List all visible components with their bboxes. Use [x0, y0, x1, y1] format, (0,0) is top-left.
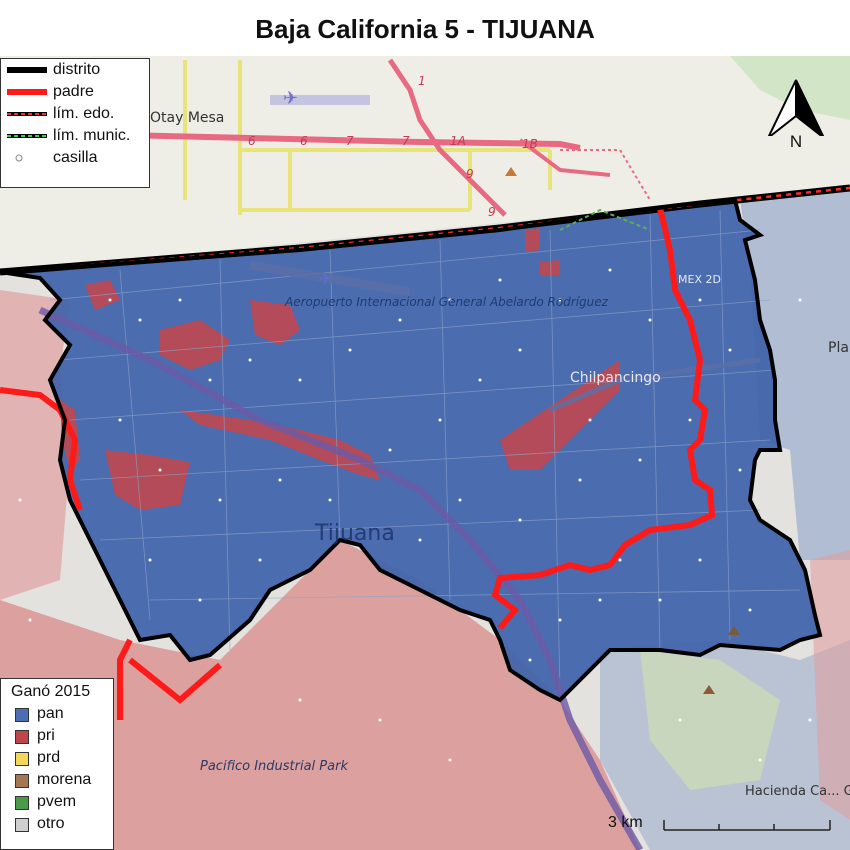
party-legend-title: Ganó 2015: [11, 683, 91, 700]
label-chilpancingo: Chilpancingo: [570, 370, 661, 386]
pri-section-chilpancingo: [500, 360, 620, 470]
pri-section-north-east-2: [540, 260, 560, 275]
label-pla: Pla: [828, 340, 849, 356]
legend-padre: padre: [1, 81, 149, 103]
scale-ruler-icon: [663, 820, 831, 831]
thick-black-line-icon: [7, 67, 47, 73]
pri-section-airport-center: [250, 300, 300, 345]
legend-lim-edo: lím. edo.: [1, 103, 149, 125]
peak-icon-north: [505, 167, 517, 176]
scale-label: 3 km: [608, 814, 643, 831]
north-arrow: N: [758, 76, 834, 160]
label-otay-mesa: Otay Mesa: [150, 110, 224, 126]
district-boundary: [0, 197, 823, 703]
section-boundaries: [49, 209, 801, 691]
map-title: Baja California 5 - TIJUANA: [255, 14, 595, 44]
label-route-9b: 9: [488, 205, 496, 219]
party-legend: Ganó 2015 pan pri prd morena pvem otro: [0, 678, 114, 850]
legend-pan: pan: [1, 703, 113, 725]
neighbor-pan-area-east: [740, 188, 850, 560]
airplane-icon: ✈: [283, 88, 298, 109]
parent-border-southwest: [117, 638, 222, 720]
parent-border-west: [0, 387, 83, 511]
brown-field-airport-runway: [270, 95, 370, 105]
label-route-1b: 1B: [522, 137, 538, 151]
pri-swatch: [15, 730, 29, 744]
legend-pri: pri: [1, 725, 113, 747]
red-black-dashed-line-icon: [7, 112, 47, 116]
pri-sections: [60, 228, 620, 510]
scale-bar: 3 km: [600, 808, 840, 838]
legend-casilla: casilla: [1, 147, 149, 169]
pri-section-boulevard: [180, 410, 380, 480]
line-legend: distrito padre lím. edo. lím. munic. cas…: [0, 58, 150, 188]
legend-otro: otro: [1, 813, 113, 835]
label-route-6a: 6: [248, 134, 256, 148]
label-route-1a: 1A: [450, 134, 466, 148]
point-icon: [15, 154, 23, 162]
label-airport: Aeropuerto Internacional General Abelard…: [284, 295, 609, 309]
peak-icon: [728, 626, 740, 635]
green-black-dashed-line-icon: [7, 134, 47, 138]
morena-swatch: [15, 774, 29, 788]
pan-swatch: [15, 708, 29, 722]
us-green-hills: [730, 56, 850, 120]
neighbor-pri-area-southwest: [0, 540, 640, 850]
label-route-6b: 6: [300, 134, 308, 148]
highway-125: [387, 58, 507, 217]
main-avenue: [38, 306, 644, 850]
label-tijuana: Tijuana: [314, 521, 395, 546]
legend-lim-munic: lím. munic.: [1, 125, 149, 147]
parent-border-east: [491, 207, 716, 630]
legend-distrito: distrito: [1, 59, 149, 81]
label-route-9a: 9: [466, 167, 474, 181]
neighbor-green-area: [640, 650, 780, 790]
prd-swatch: [15, 752, 29, 766]
otro-swatch: [15, 818, 29, 832]
casilla-points: [18, 268, 812, 762]
legend-pvem: pvem: [1, 791, 113, 813]
label-pacifico: Pacifico Industrial Park: [200, 759, 348, 774]
thick-red-line-icon: [7, 89, 47, 95]
neighbor-pri-area-west: [0, 290, 70, 600]
east-avenue: [549, 357, 761, 413]
label-route-7b: 7: [402, 134, 410, 148]
airport-runway: [249, 260, 411, 297]
label-route-7a: 7: [346, 134, 354, 148]
legend-morena: morena: [1, 769, 113, 791]
us-dashed-road: [560, 149, 651, 201]
district-map: ✈: [0, 56, 850, 850]
pri-section-north-east: [525, 228, 540, 252]
municipal-boundary: [559, 208, 651, 231]
pvem-swatch: [15, 796, 29, 810]
pri-section-airport-west: [160, 320, 230, 370]
label-route-1: 1: [418, 74, 426, 88]
label-mex: MEX 2D: [678, 273, 721, 286]
label-hacienda: Hacienda Ca... Grande: [745, 784, 850, 799]
north-arrow-icon: [767, 79, 825, 139]
airplane-icon-airport: ✈: [318, 269, 333, 290]
legend-prd: prd: [1, 747, 113, 769]
highway-ramp: [518, 138, 611, 177]
peak-icon-south: [703, 685, 715, 694]
basemap-us-side: [0, 56, 850, 272]
north-label: N: [789, 132, 803, 151]
neighbor-pri-area-east: [810, 550, 850, 820]
pri-section-south-west: [105, 450, 190, 510]
